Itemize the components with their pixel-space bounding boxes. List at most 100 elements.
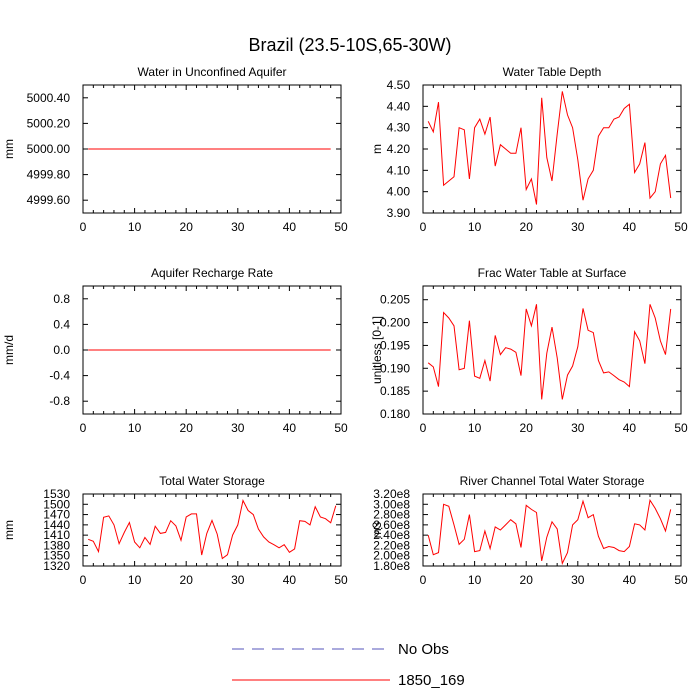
panel4-ytick-label: 0.205 (380, 293, 410, 307)
panel6-xtick-label: 10 (468, 573, 482, 587)
panel4-frame (422, 285, 682, 415)
panel6-title: River Channel Total Water Storage (460, 474, 645, 488)
panel5-series-1850-169 (88, 499, 337, 560)
panel2-series-1850-169 (427, 91, 672, 205)
chart-water-in-unconfined-aquifer: Water in Unconfined Aquifer 0 10 20 30 40 50 49… (2, 65, 348, 234)
chart-river-channel-total-water-storage: River Channel Total Water Storage 0 10 20 30… (370, 474, 688, 587)
panel5-ytick-label: 1380 (43, 538, 70, 552)
legend-label-1850-169: 1850_169 (398, 672, 465, 689)
panel1-title: Water in Unconfined Aquifer (138, 65, 287, 79)
panel1-ytick-label: 4999.80 (27, 168, 71, 182)
panel2-ytick-label: 4.40 (387, 99, 411, 113)
panel1-xtick-label: 50 (334, 220, 348, 234)
panel4-title: Frac Water Table at Surface (478, 266, 627, 280)
panel5-ytick-label: 1320 (43, 559, 70, 573)
panel2-xtick-label: 30 (571, 220, 585, 234)
panel2-xtick-label: 40 (623, 220, 637, 234)
panel6-xtick-label: 30 (571, 573, 585, 587)
panel6-series-1850-169 (427, 498, 672, 566)
panel3-xtick-label: 40 (283, 421, 297, 435)
chart-panels: Water in Unconfined Aquifer 0 10 20 30 40 50 49… (2, 65, 688, 587)
panel5-xtick-label: 30 (231, 573, 245, 587)
panel5-ytick-label: 1500 (43, 497, 70, 511)
panel4-xtick-label: 30 (571, 421, 585, 435)
panel2-xtick-label: 20 (520, 220, 534, 234)
panel4-ylabel: unitless [0-1] (370, 316, 384, 384)
panel5-title: Total Water Storage (159, 474, 265, 488)
panel3-xtick-label: 30 (231, 421, 245, 435)
panel6-ytick-label: 3.00e8 (373, 497, 410, 511)
panel5-xtick-label: 50 (334, 573, 348, 587)
panel4-xtick-label: 50 (674, 421, 688, 435)
panel6-ytick-label: 2.00e8 (373, 549, 410, 563)
panel4-ytick-label: 0.180 (380, 407, 410, 421)
panel3-xtick-label: 10 (128, 421, 142, 435)
panel1-xtick-label: 0 (80, 220, 87, 234)
panel5-xtick-label: 0 (80, 573, 87, 587)
panel3-ytick-label: -0.8 (49, 394, 70, 408)
panel2-ylabel: m (370, 144, 384, 154)
panel6-xtick-label: 50 (674, 573, 688, 587)
chart-total-water-storage: Total Water Storage 0 10 20 30 40 50 1320135013… (2, 474, 348, 587)
panel2-title: Water Table Depth (503, 65, 602, 79)
panel6-ytick-label: 2.80e8 (373, 508, 410, 522)
panel5-ylabel: mm (2, 520, 16, 540)
panel6-ytick-label: 1.80e8 (373, 559, 410, 573)
panel1-ytick-label: 4999.60 (27, 193, 71, 207)
panel4-xtick-label: 40 (623, 421, 637, 435)
panel4-xtick-label: 10 (468, 421, 482, 435)
panel2-xtick-label: 0 (420, 220, 427, 234)
legend: No Obs 1850_169 (232, 641, 465, 689)
panel4-ytick-label: 0.190 (380, 361, 410, 375)
panel1-ytick-label: 5000.00 (27, 142, 71, 156)
panel2-xtick-label: 10 (468, 220, 482, 234)
panel3-ylabel: mm/d (2, 335, 16, 365)
panel1-xtick-label: 20 (180, 220, 194, 234)
panel3-ytick-label: 0.4 (53, 317, 70, 331)
panel5-ytick-label: 1350 (43, 549, 70, 563)
panel5-xtick-label: 20 (180, 573, 194, 587)
panel2-ytick-label: 4.00 (387, 185, 411, 199)
panel4-ytick-label: 0.185 (380, 384, 410, 398)
panel3-xtick-label: 0 (80, 421, 87, 435)
chart-aquifer-recharge-rate: Aquifer Recharge Rate 0 10 20 30 40 50 -0.8 -0.4… (2, 266, 348, 435)
panel3-xtick-label: 20 (180, 421, 194, 435)
panel4-ytick-label: 0.200 (380, 316, 410, 330)
chart-frac-water-table-at-surface: Frac Water Table at Surface 0 10 20 30 40 50 0.… (370, 266, 688, 435)
panel6-xtick-label: 40 (623, 573, 637, 587)
panel1-ytick-label: 5000.20 (27, 116, 71, 130)
panel3-ytick-label: -0.4 (49, 369, 70, 383)
panel6-ytick-label: 3.20e8 (373, 487, 410, 501)
panel5-frame (82, 493, 342, 567)
panel6-ytick-label: 2.20e8 (373, 538, 410, 552)
chart-water-table-depth: Water Table Depth 0 10 20 30 40 50 3.90 4.00 4.10… (370, 65, 688, 234)
panel1-xtick-label: 30 (231, 220, 245, 234)
panel5-ytick-label: 1410 (43, 528, 70, 542)
panel2-ytick-label: 3.90 (387, 206, 411, 220)
panel2-ytick-label: 4.50 (387, 78, 411, 92)
panel2-ytick-label: 4.30 (387, 121, 411, 135)
panel5-ytick-label: 1440 (43, 518, 70, 532)
panel3-ytick-label: 0.8 (53, 292, 70, 306)
panel5-ytick-label: 1530 (43, 487, 70, 501)
panel2-ytick-label: 4.20 (387, 142, 411, 156)
panel3-title: Aquifer Recharge Rate (151, 266, 273, 280)
panel6-ytick-label: 2.60e8 (373, 518, 410, 532)
panel5-xtick-label: 10 (128, 573, 142, 587)
panel6-xtick-label: 20 (520, 573, 534, 587)
panel2-frame (422, 84, 682, 214)
panel6-frame (422, 493, 682, 567)
panel4-xtick-label: 0 (420, 421, 427, 435)
legend-label-no-obs: No Obs (398, 641, 449, 658)
panel4-series-1850-169 (427, 304, 672, 400)
panel1-ylabel: mm (2, 139, 16, 159)
panel5-xtick-label: 40 (283, 573, 297, 587)
panel1-xtick-label: 40 (283, 220, 297, 234)
panel4-ytick-label: 0.195 (380, 338, 410, 352)
panel2-xtick-label: 50 (674, 220, 688, 234)
panel1-xtick-label: 10 (128, 220, 142, 234)
panel6-ylabel: m3 (370, 521, 384, 538)
panel3-ytick-label: 0.0 (53, 343, 70, 357)
panel4-xtick-label: 20 (520, 421, 534, 435)
